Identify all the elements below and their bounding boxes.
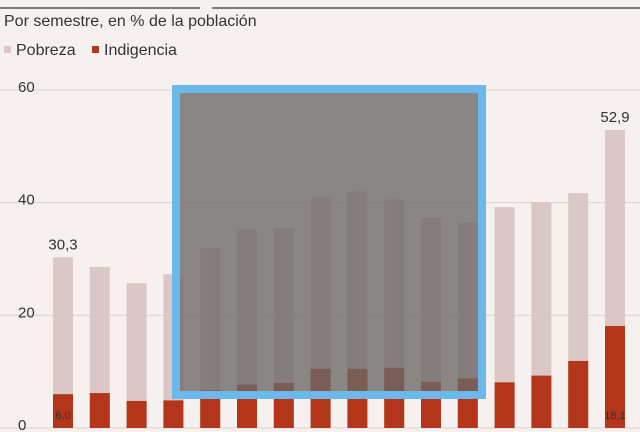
photo [172, 85, 486, 399]
legend-swatch [4, 46, 11, 53]
bar [200, 390, 221, 428]
value-label: 52,9 [600, 109, 629, 126]
bar [163, 400, 184, 428]
value-label: 18,1 [604, 410, 625, 422]
bar [531, 202, 552, 428]
legend-swatch [92, 46, 99, 53]
bar [53, 257, 73, 428]
bar [531, 375, 552, 428]
bar [568, 360, 589, 428]
y-tick-label: 0 [18, 417, 26, 432]
bar [126, 283, 147, 428]
bar [494, 382, 515, 428]
bar [126, 400, 147, 428]
bar [89, 266, 110, 428]
y-tick-label: 60 [18, 79, 35, 96]
legend-label: Indigencia [104, 42, 177, 59]
bar [605, 326, 625, 428]
value-label: 30,3 [48, 236, 77, 253]
bar [494, 207, 515, 428]
value-label: 6,0 [55, 410, 70, 422]
y-tick-label: 40 [18, 192, 35, 209]
legend-label: Pobreza [16, 42, 76, 59]
bar [53, 394, 73, 428]
photo-frame [172, 85, 486, 399]
subtitle: Por semestre, en % de la población [4, 13, 257, 30]
bar [89, 393, 110, 428]
y-tick-label: 20 [18, 304, 35, 321]
